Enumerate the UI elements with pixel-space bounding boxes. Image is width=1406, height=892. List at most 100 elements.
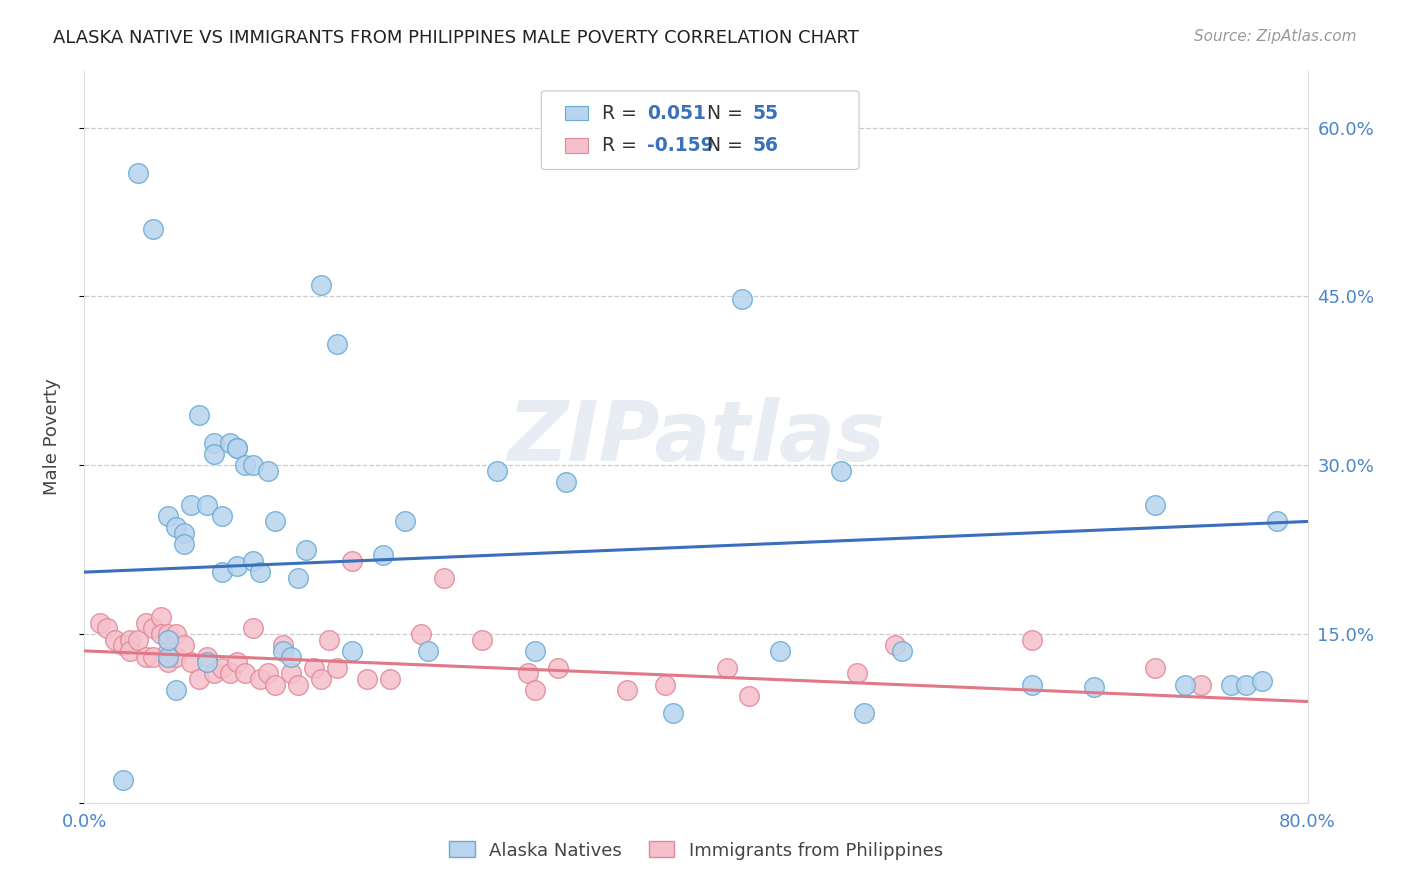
Point xyxy=(89,615,111,630)
Point xyxy=(280,666,302,681)
Point xyxy=(380,672,402,686)
Point xyxy=(325,661,347,675)
Point xyxy=(96,621,118,635)
Point xyxy=(157,649,180,664)
Text: R =: R = xyxy=(602,103,643,123)
Point xyxy=(127,166,149,180)
Point xyxy=(188,672,211,686)
Point xyxy=(1236,678,1258,692)
Point xyxy=(769,644,792,658)
Point xyxy=(325,336,347,351)
Point xyxy=(202,447,225,461)
Point xyxy=(211,508,233,523)
Point xyxy=(486,464,509,478)
Point xyxy=(249,672,271,686)
Point xyxy=(271,644,294,658)
Point xyxy=(157,632,180,647)
Point xyxy=(1220,678,1243,692)
Point xyxy=(1021,678,1043,692)
Point xyxy=(311,278,333,293)
Point xyxy=(371,548,394,562)
Point xyxy=(173,638,195,652)
Point xyxy=(142,222,165,236)
Text: 56: 56 xyxy=(752,136,778,155)
Point xyxy=(188,408,211,422)
Point xyxy=(202,435,225,450)
Legend: Alaska Natives, Immigrants from Philippines: Alaska Natives, Immigrants from Philippi… xyxy=(450,841,942,860)
Point xyxy=(157,627,180,641)
Point xyxy=(257,464,280,478)
Point xyxy=(471,632,494,647)
Point xyxy=(233,458,256,473)
Point xyxy=(226,442,249,456)
Point xyxy=(195,655,218,669)
Point xyxy=(1021,632,1043,647)
Point xyxy=(524,683,547,698)
Text: Source: ZipAtlas.com: Source: ZipAtlas.com xyxy=(1194,29,1357,45)
Text: ALASKA NATIVE VS IMMIGRANTS FROM PHILIPPINES MALE POVERTY CORRELATION CHART: ALASKA NATIVE VS IMMIGRANTS FROM PHILIPP… xyxy=(53,29,859,47)
Text: R =: R = xyxy=(602,136,643,155)
Point xyxy=(287,571,309,585)
Point xyxy=(318,632,340,647)
Point xyxy=(662,706,685,720)
Point xyxy=(165,627,187,641)
Point xyxy=(356,672,378,686)
Point xyxy=(524,644,547,658)
Point xyxy=(202,666,225,681)
Point xyxy=(418,644,440,658)
Point xyxy=(280,649,302,664)
Point xyxy=(433,571,456,585)
Point xyxy=(1174,678,1197,692)
Point xyxy=(1189,678,1212,692)
Text: 55: 55 xyxy=(752,103,778,123)
Point xyxy=(302,661,325,675)
Point xyxy=(1143,661,1166,675)
Point xyxy=(226,655,249,669)
Point xyxy=(257,666,280,681)
Point xyxy=(111,638,134,652)
Point xyxy=(616,683,638,698)
Point xyxy=(830,464,852,478)
Point xyxy=(149,627,172,641)
Point xyxy=(180,655,202,669)
Point xyxy=(311,672,333,686)
Point xyxy=(180,498,202,512)
Point xyxy=(264,515,287,529)
Point xyxy=(242,554,264,568)
Point xyxy=(226,442,249,456)
Point xyxy=(173,537,195,551)
Point xyxy=(845,666,868,681)
Y-axis label: Male Poverty: Male Poverty xyxy=(42,379,60,495)
Text: ZIPatlas: ZIPatlas xyxy=(508,397,884,477)
Point xyxy=(111,773,134,788)
Point xyxy=(173,525,195,540)
Point xyxy=(1265,515,1288,529)
Point xyxy=(149,610,172,624)
Point xyxy=(555,475,578,489)
Point xyxy=(883,638,905,652)
Point xyxy=(264,678,287,692)
Point xyxy=(738,689,761,703)
Point xyxy=(295,542,318,557)
Point xyxy=(731,292,754,306)
Text: -0.159: -0.159 xyxy=(647,136,713,155)
Point xyxy=(891,644,914,658)
Point xyxy=(157,644,180,658)
Point xyxy=(242,621,264,635)
Point xyxy=(340,554,363,568)
Point xyxy=(165,520,187,534)
Point xyxy=(340,644,363,658)
Point xyxy=(1083,680,1105,694)
Point xyxy=(1250,674,1272,689)
Point xyxy=(233,666,256,681)
Point xyxy=(716,661,738,675)
Point xyxy=(394,515,416,529)
Point xyxy=(104,632,127,647)
Point xyxy=(654,678,676,692)
Point xyxy=(516,666,538,681)
Point xyxy=(157,655,180,669)
Text: N =: N = xyxy=(707,136,749,155)
Point xyxy=(157,508,180,523)
Point xyxy=(409,627,432,641)
Point xyxy=(135,615,157,630)
